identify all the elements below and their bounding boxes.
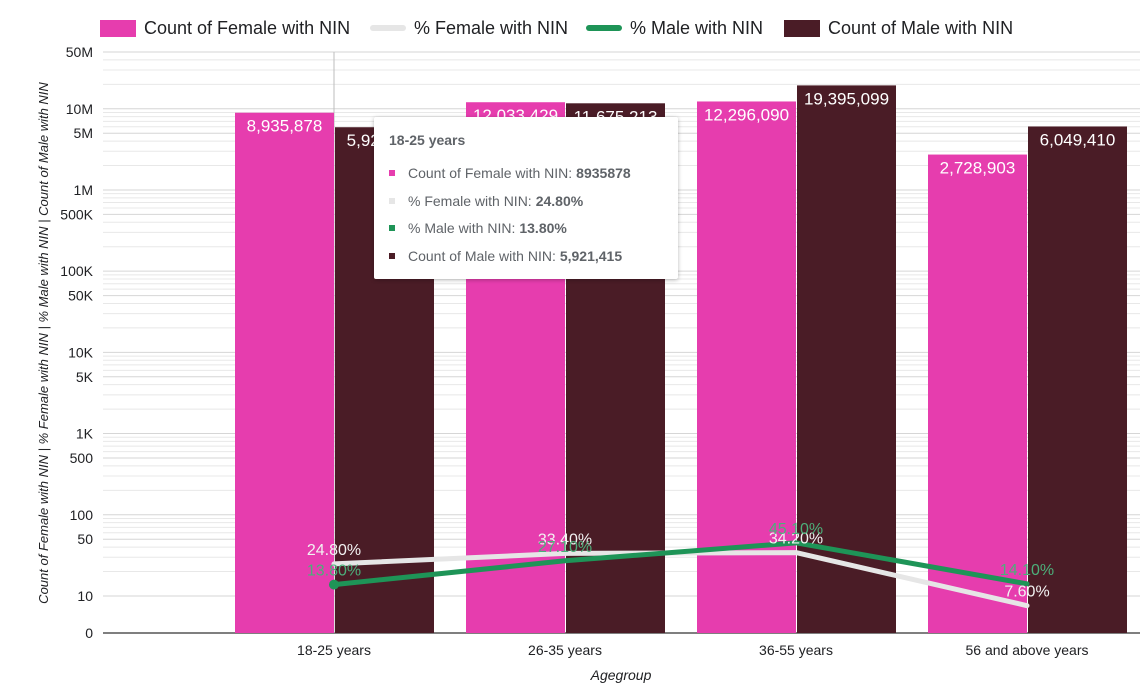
legend: Count of Female with NIN % Female with N…: [0, 0, 1140, 52]
y-tick-label: 10K: [68, 344, 94, 360]
y-tick-label: 5K: [76, 369, 94, 385]
line-data-label: 34.20%: [769, 531, 823, 548]
bar-data-label: 6,049,410: [1040, 130, 1116, 149]
y-axis-title: Count of Female with NIN | % Female with…: [36, 82, 51, 604]
tooltip-row-female-count: Count of Female with NIN: 8935878: [389, 165, 631, 181]
tooltip-row-male-pct: % Male with NIN: 13.80%: [389, 220, 567, 236]
legend-item-male-pct[interactable]: % Male with NIN: [586, 16, 763, 40]
hover-tooltip: 18-25 years Count of Female with NIN: 89…: [374, 117, 678, 279]
y-tick-label: 50: [77, 531, 93, 547]
line-data-label: 33.40%: [538, 531, 592, 548]
y-tick-label: 100: [70, 507, 94, 523]
tooltip-value-male-count: 5,921,415: [559, 248, 623, 264]
line-data-label: 24.80%: [307, 542, 361, 559]
tooltip-row-female-pct: % Female with NIN: 24.80%: [389, 193, 583, 209]
tooltip-name-female-pct: % Female with NIN:: [408, 193, 532, 209]
legend-swatch-male-count: [784, 19, 820, 37]
legend-item-female-pct[interactable]: % Female with NIN: [370, 16, 568, 40]
legend-label-female-count: Count of Female with NIN: [144, 17, 351, 38]
y-tick-label: 1K: [76, 426, 94, 442]
tooltip-name-male-count: Count of Male with NIN:: [408, 248, 556, 264]
tooltip-name-female-count: Count of Female with NIN:: [408, 165, 573, 181]
x-tick-label: 26-35 years: [528, 642, 602, 658]
bar-data-label: 2,728,903: [940, 159, 1016, 178]
x-axis-title: Agegroup: [590, 667, 652, 683]
bar: [928, 154, 1027, 633]
line-data-label: 45.10%: [769, 521, 823, 538]
line-data-label: 14.10%: [1000, 562, 1054, 579]
tooltip-row-male-count: Count of Male with NIN: 5,921,415: [389, 248, 622, 264]
bar-data-label: 12,296,090: [704, 105, 789, 124]
tooltip-dot-male-count: [389, 253, 395, 259]
legend-item-male-count[interactable]: Count of Male with NIN: [784, 16, 1013, 40]
legend-swatch-female-count: [100, 19, 136, 37]
y-tick-label: 5M: [74, 125, 93, 141]
y-tick-label: 500K: [60, 206, 93, 222]
bar-data-label: 8,935,878: [247, 117, 323, 136]
bar: [797, 85, 896, 634]
line-data-label: 27.10%: [538, 539, 592, 556]
legend-label-male-count: Count of Male with NIN: [828, 17, 1014, 38]
line-data-label: 13.80%: [307, 563, 361, 580]
legend-item-female-count[interactable]: Count of Female with NIN: [100, 16, 350, 40]
bar-data-label: 19,395,099: [804, 89, 889, 108]
tooltip-value-female-pct: 24.80%: [535, 193, 584, 209]
bar: [1028, 126, 1127, 634]
legend-label-female-pct: % Female with NIN: [414, 17, 569, 38]
tooltip-dot-female-pct: [389, 198, 395, 204]
y-tick-label: 50K: [68, 288, 94, 304]
y-tick-label: 0: [85, 625, 93, 641]
tooltip-name-male-pct: % Male with NIN:: [408, 220, 516, 236]
y-tick-label: 100K: [60, 263, 93, 279]
tooltip-dot-male-pct: [389, 225, 395, 231]
x-tick-label: 56 and above years: [966, 642, 1089, 658]
y-tick-label: 1M: [74, 182, 93, 198]
tooltip-dot-female-count: [389, 170, 395, 176]
tooltip-value-male-pct: 13.80%: [519, 220, 567, 236]
legend-label-male-pct: % Male with NIN: [630, 17, 764, 38]
legend-swatch-male-pct: [586, 25, 622, 31]
y-tick-label: 10: [77, 588, 93, 604]
bar: [235, 112, 334, 634]
y-tick-label: 50M: [66, 44, 93, 60]
x-tick-label: 36-55 years: [759, 642, 833, 658]
y-tick-label: 500: [70, 450, 94, 466]
tooltip-value-female-count: 8935878: [576, 165, 631, 181]
legend-swatch-female-pct: [370, 25, 406, 31]
series-line: [331, 540, 1030, 588]
line-data-label: 7.60%: [1004, 584, 1049, 601]
series-line: [331, 550, 1030, 609]
x-tick-label: 18-25 years: [297, 642, 371, 658]
y-tick-label: 10M: [66, 101, 93, 117]
hover-point-marker: [329, 579, 339, 590]
tooltip-title: 18-25 years: [389, 132, 466, 148]
